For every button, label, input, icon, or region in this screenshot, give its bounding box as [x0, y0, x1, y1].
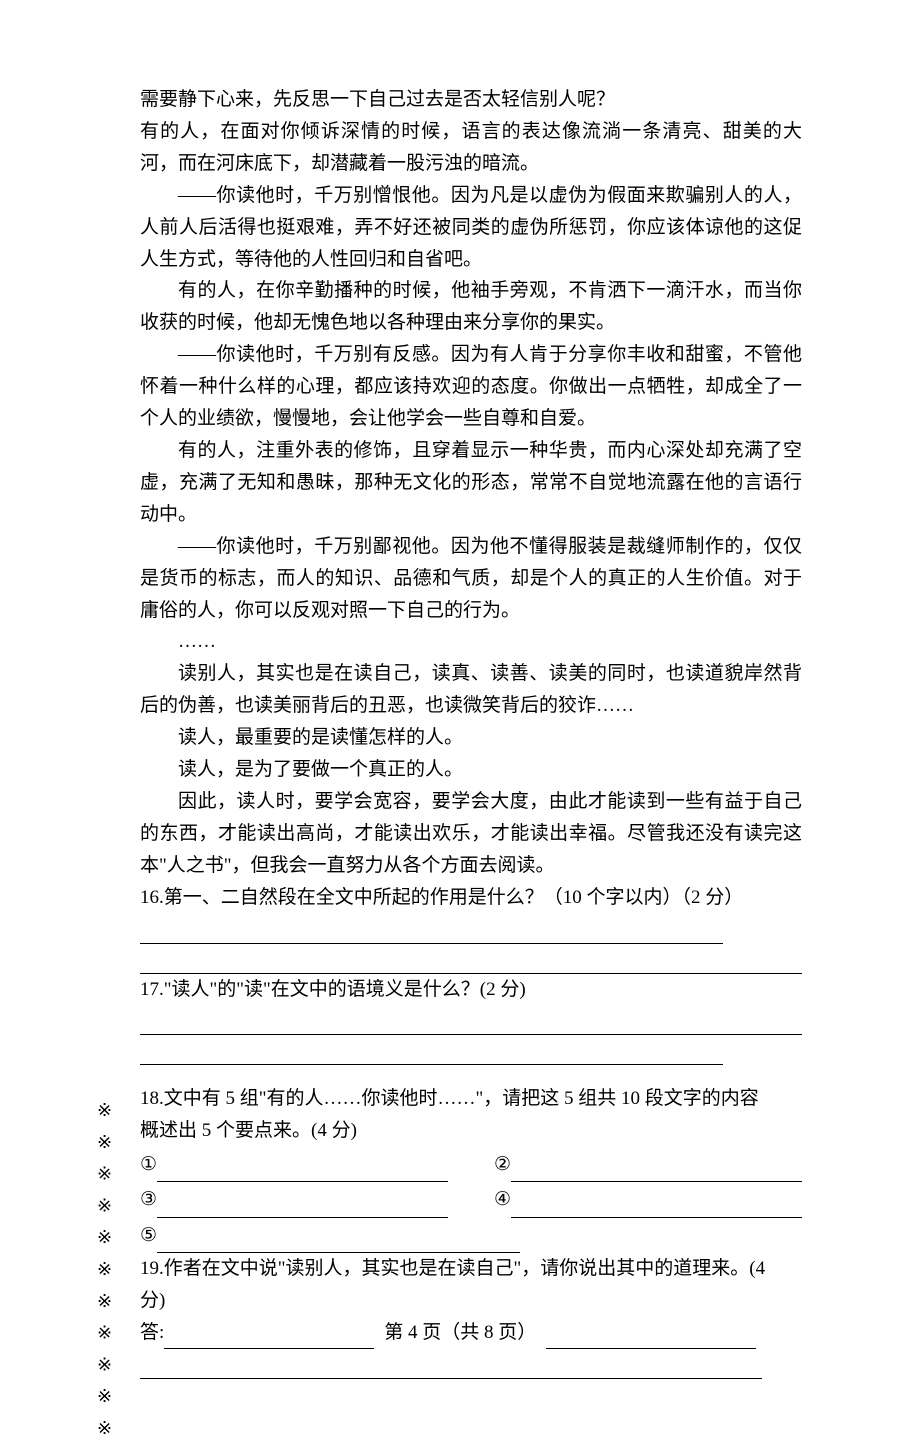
page-number: 第 4 页（共 8 页）	[374, 1317, 546, 1349]
fill-label: ⑤	[140, 1218, 157, 1253]
fill-item-1[interactable]: ①	[140, 1147, 448, 1182]
answer-blank-line[interactable]	[140, 1039, 723, 1065]
paragraph-ellipsis: ……	[140, 626, 802, 658]
fill-item-4[interactable]: ④	[494, 1182, 802, 1217]
fill-label: ③	[140, 1182, 157, 1217]
paragraph: ——你读他时，千万别鄙视他。因为他不懂得服装是裁缝师制作的，仅仅是货币的标志，而…	[140, 531, 802, 627]
paragraph: 有的人，注重外表的修饰，且穿着显示一种华贵，而内心深处却充满了空虚，充满了无知和…	[140, 435, 802, 531]
fill-row-1: ① ②	[140, 1147, 802, 1182]
question-18-line1: 18.文中有 5 组"有的人……你读他时……"，请把这 5 组共 10 段文字的…	[140, 1083, 802, 1115]
fill-underline[interactable]	[511, 1195, 802, 1218]
answer-label: 答:	[140, 1317, 164, 1349]
paragraph: 读人，是为了要做一个真正的人。	[140, 754, 802, 786]
answer-blank[interactable]	[546, 1326, 756, 1349]
fill-label: ②	[494, 1147, 511, 1182]
answer-blank[interactable]	[164, 1326, 374, 1349]
paragraph: 有的人，在你辛勤播种的时候，他袖手旁观，不肯洒下一滴汗水，而当你收获的时候，他却…	[140, 275, 802, 339]
fill-item-2[interactable]: ②	[494, 1147, 802, 1182]
answer-row: 答: 第 4 页（共 8 页）	[140, 1317, 802, 1349]
answer-blank-line[interactable]	[140, 1009, 802, 1035]
answer-blank-line[interactable]	[140, 948, 802, 974]
fill-underline[interactable]	[511, 1160, 802, 1183]
question-19-line2: 分)	[140, 1285, 802, 1317]
fill-label: ①	[140, 1147, 157, 1182]
fill-row-3: ⑤	[140, 1218, 802, 1253]
question-19-line1: 19.作者在文中说"读别人，其实也是在读自己"，请你说出其中的道理来。(4	[140, 1253, 802, 1285]
answer-blank-line[interactable]	[140, 918, 723, 944]
paragraph: 读人，最重要的是读懂怎样的人。	[140, 722, 802, 754]
question-17: 17."读人"的"读"在文中的语境义是什么？(2 分)	[140, 974, 802, 1006]
fill-item-5[interactable]: ⑤	[140, 1218, 520, 1253]
paragraph: 需要静下心来，先反思一下自己过去是否太轻信别人呢？	[140, 84, 802, 116]
fill-underline[interactable]	[157, 1160, 448, 1183]
paragraph: 因此，读人时，要学会宽容，要学会大度，由此才能读到一些有益于自己的东西，才能读出…	[140, 786, 802, 882]
side-asterisk-marks: ※※※※※※※※※※※	[94, 1100, 116, 1450]
question-16: 16.第一、二自然段在全文中所起的作用是什么？（10 个字以内）（2 分）	[140, 882, 802, 914]
paragraph: ——你读他时，千万别憎恨他。因为凡是以虚伪为假面来欺骗别人的人，人前人后活得也挺…	[140, 180, 802, 276]
fill-underline[interactable]	[157, 1195, 448, 1218]
question-18-line2: 概述出 5 个要点来。(4 分)	[140, 1115, 802, 1147]
page-content: 需要静下心来，先反思一下自己过去是否太轻信别人呢？ 有的人，在面对你倾诉深情的时…	[0, 0, 920, 1439]
fill-underline[interactable]	[157, 1230, 520, 1253]
fill-label: ④	[494, 1182, 511, 1217]
fill-item-3[interactable]: ③	[140, 1182, 448, 1217]
paragraph: 有的人，在面对你倾诉深情的时候，语言的表达像流淌一条清亮、甜美的大河，而在河床底…	[140, 116, 802, 180]
paragraph: ——你读他时，千万别有反感。因为有人肯于分享你丰收和甜蜜，不管他怀着一种什么样的…	[140, 339, 802, 435]
fill-row-2: ③ ④	[140, 1182, 802, 1217]
paragraph: 读别人，其实也是在读自己，读真、读善、读美的同时，也读道貌岸然背后的伪善，也读美…	[140, 658, 802, 722]
answer-blank-line[interactable]	[140, 1353, 762, 1379]
